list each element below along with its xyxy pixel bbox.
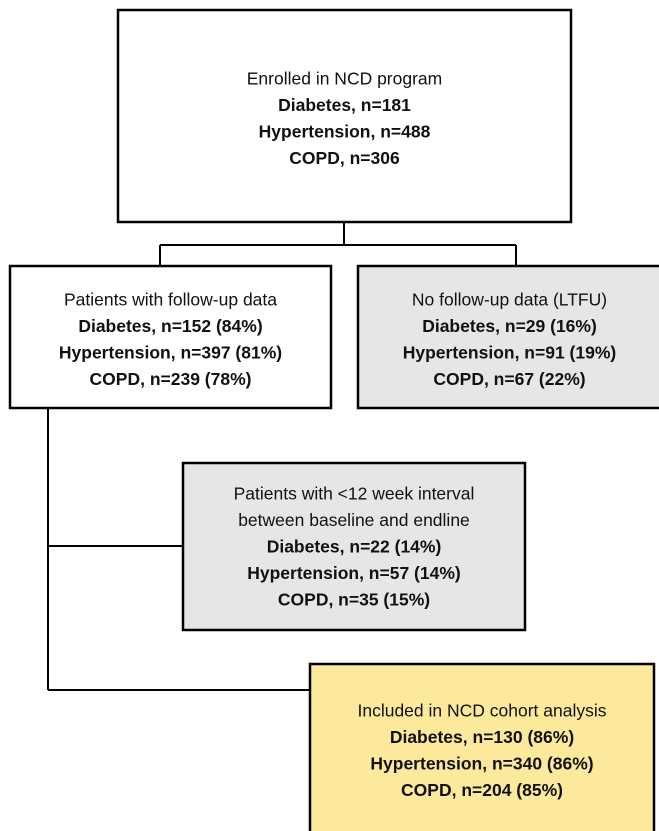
node-count: Diabetes, n=181: [278, 95, 411, 115]
node-title: Patients with <12 week interval: [234, 484, 475, 504]
node-box: [181, 461, 527, 632]
node-box: [8, 264, 333, 410]
node-box: [116, 8, 573, 224]
node-count: Diabetes, n=22 (14%): [267, 537, 442, 557]
node-title: No follow-up data (LTFU): [412, 290, 607, 310]
node-count: COPD, n=204 (85%): [401, 780, 563, 800]
connector: [47, 408, 310, 691]
node-title: Patients with follow-up data: [64, 290, 277, 310]
node-count: Hypertension, n=91 (19%): [403, 343, 616, 363]
node-title: between baseline and endline: [238, 510, 470, 530]
node-count: COPD, n=306: [289, 148, 400, 168]
node-count: COPD, n=239 (78%): [90, 369, 252, 389]
node-title: Included in NCD cohort analysis: [357, 701, 606, 721]
node-count: Hypertension, n=57 (14%): [247, 563, 460, 583]
node-count: Diabetes, n=29 (16%): [422, 316, 597, 336]
node-count: COPD, n=35 (15%): [278, 590, 430, 610]
node-box: [308, 662, 656, 831]
node-count: COPD, n=67 (22%): [433, 369, 585, 389]
node-count: Hypertension, n=488: [259, 122, 431, 142]
node-title: Enrolled in NCD program: [247, 69, 443, 89]
connector: [159, 222, 517, 266]
node-count: Diabetes, n=152 (84%): [78, 316, 262, 336]
node-box: [356, 264, 659, 410]
node-count: Diabetes, n=130 (86%): [390, 727, 574, 747]
node-count: Hypertension, n=397 (81%): [59, 343, 282, 363]
node-count: Hypertension, n=340 (86%): [370, 754, 593, 774]
